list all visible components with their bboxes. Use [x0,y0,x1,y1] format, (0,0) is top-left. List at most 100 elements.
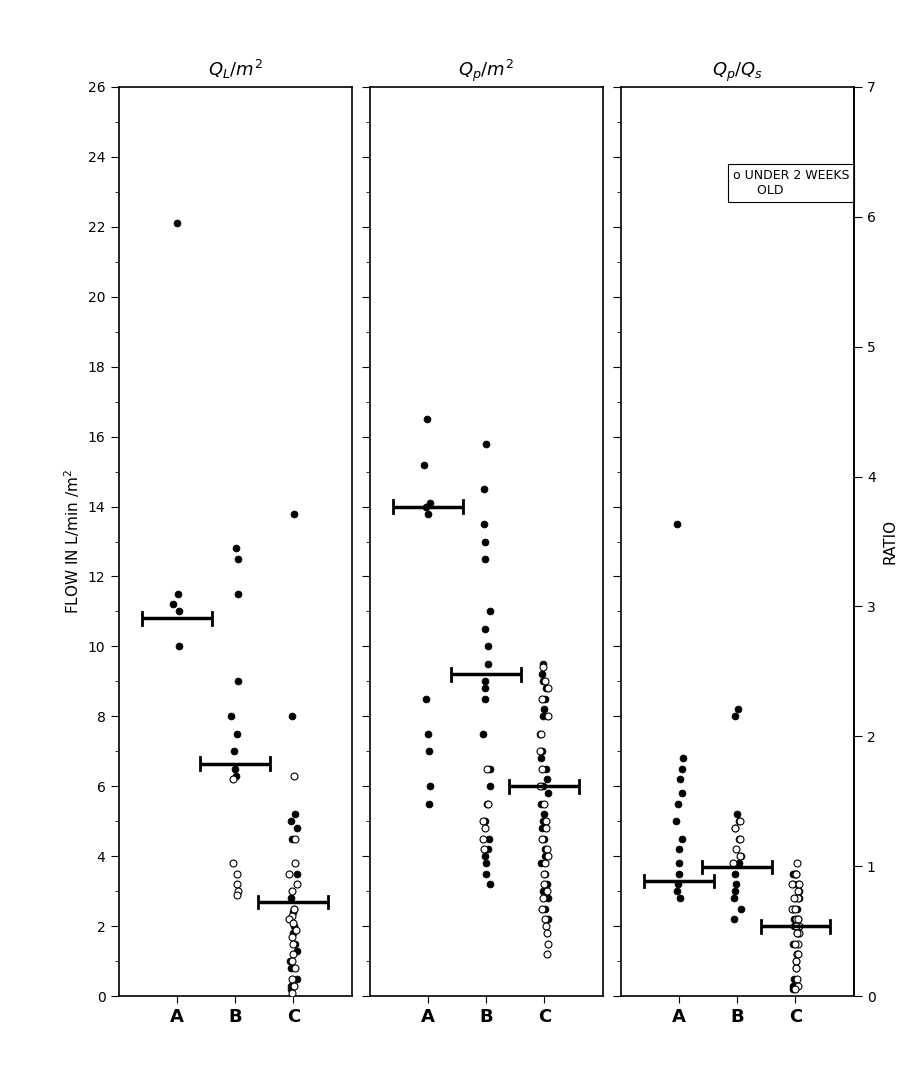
Point [675,785,689,803]
Point [422,795,436,812]
Point [536,658,551,676]
Point [282,911,297,928]
Point [788,900,803,917]
Point [170,214,184,232]
Point [478,848,493,865]
Point [731,812,746,830]
Point [283,953,298,970]
Point [733,848,748,865]
Point [733,812,748,830]
Point [672,854,687,872]
Point [785,876,800,893]
Point [477,550,492,567]
Point [419,498,434,516]
Point [538,854,552,872]
Point [784,900,799,917]
Point [786,981,801,999]
Point [230,673,245,690]
Point [285,970,299,988]
Point [533,726,548,743]
Point [533,743,548,760]
Point [422,743,436,760]
Point [478,435,493,453]
Point [673,771,687,788]
Point [477,840,491,858]
Point [540,848,555,865]
Point [676,749,690,767]
Point [540,840,554,858]
Point [537,876,551,893]
Point [228,539,243,557]
Point [789,911,803,928]
Point [541,680,556,697]
Point [535,831,550,848]
Point [787,970,802,988]
Point [789,953,803,970]
Point [537,806,551,823]
Title: $Q_p/Q_s$: $Q_p/Q_s$ [711,61,763,83]
Point [537,865,551,883]
Point [675,760,689,778]
Point [224,708,238,726]
Point [790,945,804,963]
Point [731,831,746,848]
Point [286,914,300,931]
Point [288,854,302,872]
Point [288,806,302,823]
Point [538,840,552,858]
Point [535,812,550,830]
Point [289,942,304,960]
Point [789,953,803,970]
Point [420,505,435,522]
Point [541,785,556,803]
Point [478,533,493,550]
Point [286,925,300,942]
Point [230,886,245,903]
Point [285,903,299,921]
Point [231,550,246,567]
Point [420,410,435,428]
Point [284,981,299,999]
Point [285,708,299,726]
Point [671,865,686,883]
Point [536,890,551,908]
Point [670,883,685,900]
Point [172,638,186,655]
Point [540,911,555,928]
Point [285,831,299,848]
Point [480,795,495,812]
Point [535,655,550,673]
Title: $Q_L/m^2$: $Q_L/m^2$ [207,57,263,80]
Point [481,638,496,655]
Point [535,820,550,837]
Point [539,820,553,837]
Point [476,812,490,830]
Point [540,883,554,900]
Point [290,970,305,988]
Point [785,900,800,917]
Point [788,890,803,908]
Point [789,960,803,977]
Point [285,908,299,925]
Point [670,795,685,812]
Point [787,865,802,883]
Point [791,936,805,953]
Point [729,840,743,858]
Point [541,890,556,908]
Point [165,596,180,613]
Point [477,690,492,707]
Point [482,831,497,848]
Point [540,925,554,942]
Point [670,516,685,533]
Point [675,831,689,848]
Point [538,917,552,935]
Point [534,900,549,917]
Point [791,890,805,908]
Point [479,854,494,872]
Point [421,726,436,743]
Point [419,690,434,707]
Point [789,865,803,883]
Point [483,603,498,621]
Point [283,911,298,928]
Point [482,778,497,795]
